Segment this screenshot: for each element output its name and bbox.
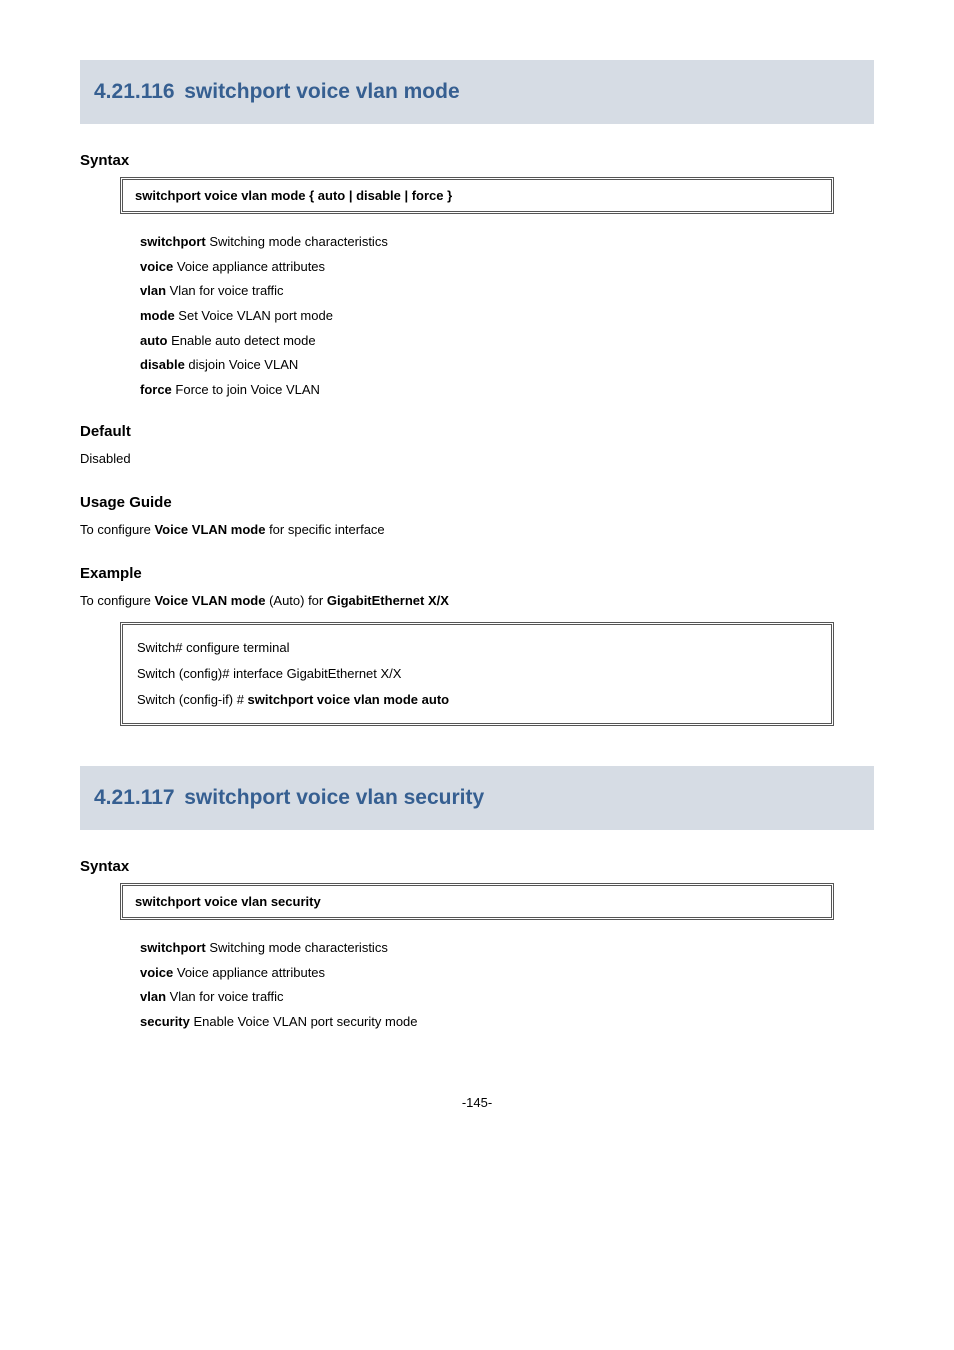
section-header: 4.21.117 switchport voice vlan security	[80, 766, 874, 830]
param-key: voice	[140, 965, 173, 980]
example-box: Switch# configure terminal Switch (confi…	[120, 622, 834, 726]
syntax-heading: Syntax	[80, 152, 874, 169]
param-row: switchport Switching mode characteristic…	[140, 230, 874, 255]
param-desc: Voice appliance attributes	[177, 259, 325, 274]
usage-text: To configure Voice VLAN mode for specifi…	[80, 519, 874, 541]
usage-bold: Voice VLAN mode	[151, 522, 269, 537]
param-key: switchport	[140, 940, 206, 955]
param-desc: disjoin Voice VLAN	[188, 357, 298, 372]
param-row: force Force to join Voice VLAN	[140, 378, 874, 403]
param-key: vlan	[140, 989, 166, 1004]
syntax-box: switchport voice vlan mode { auto | disa…	[120, 177, 834, 214]
default-block: Default Disabled	[80, 423, 874, 470]
example-line-bold: switchport voice vlan mode auto	[248, 692, 450, 707]
param-row: voice Voice appliance attributes	[140, 255, 874, 280]
param-key: mode	[140, 308, 175, 323]
param-row: switchport Switching mode characteristic…	[140, 936, 874, 961]
param-row: mode Set Voice VLAN port mode	[140, 304, 874, 329]
section-title: switchport voice vlan mode	[184, 80, 459, 103]
param-desc: Vlan for voice traffic	[170, 989, 284, 1004]
section-number: 4.21.117	[94, 786, 175, 809]
param-desc: Set Voice VLAN port mode	[178, 308, 333, 323]
param-row: vlan Vlan for voice traffic	[140, 985, 874, 1010]
example-line: Switch# configure terminal	[137, 635, 817, 661]
example-line: Switch (config-if) # switchport voice vl…	[137, 687, 817, 713]
param-key: voice	[140, 259, 173, 274]
syntax-heading: Syntax	[80, 858, 874, 875]
example-pre: To configure	[80, 593, 151, 608]
param-desc: Force to join Voice VLAN	[175, 382, 320, 397]
param-row: voice Voice appliance attributes	[140, 961, 874, 986]
default-heading: Default	[80, 423, 874, 440]
param-desc: Enable Voice VLAN port security mode	[194, 1014, 418, 1029]
param-desc: Vlan for voice traffic	[170, 283, 284, 298]
param-row: auto Enable auto detect mode	[140, 329, 874, 354]
usage-heading: Usage Guide	[80, 494, 874, 511]
example-bold2: GigabitEthernet X/X	[323, 593, 449, 608]
example-intro: To configure Voice VLAN mode (Auto) for …	[80, 590, 874, 612]
default-text: Disabled	[80, 448, 874, 470]
example-mid: (Auto) for	[269, 593, 323, 608]
param-key: disable	[140, 357, 185, 372]
example-bold: Voice VLAN mode	[151, 593, 269, 608]
param-desc: Voice appliance attributes	[177, 965, 325, 980]
example-block: Example To configure Voice VLAN mode (Au…	[80, 565, 874, 726]
usage-pre: To configure	[80, 522, 151, 537]
param-key: vlan	[140, 283, 166, 298]
syntax-box: switchport voice vlan security	[120, 883, 834, 920]
param-desc: Switching mode characteristics	[209, 234, 387, 249]
param-row: security Enable Voice VLAN port security…	[140, 1010, 874, 1035]
param-list: switchport Switching mode characteristic…	[140, 230, 874, 403]
example-line-pre: Switch (config-if) #	[137, 692, 248, 707]
example-heading: Example	[80, 565, 874, 582]
param-row: vlan Vlan for voice traffic	[140, 279, 874, 304]
usage-block: Usage Guide To configure Voice VLAN mode…	[80, 494, 874, 541]
param-key: switchport	[140, 234, 206, 249]
example-line: Switch (config)# interface GigabitEthern…	[137, 661, 817, 687]
param-list: switchport Switching mode characteristic…	[140, 936, 874, 1035]
param-desc: Enable auto detect mode	[171, 333, 316, 348]
param-key: security	[140, 1014, 190, 1029]
param-key: auto	[140, 333, 167, 348]
usage-post: for specific interface	[269, 522, 385, 537]
param-key: force	[140, 382, 172, 397]
section-title: switchport voice vlan security	[184, 786, 484, 809]
param-row: disable disjoin Voice VLAN	[140, 353, 874, 378]
param-desc: Switching mode characteristics	[209, 940, 387, 955]
section-header: 4.21.116 switchport voice vlan mode	[80, 60, 874, 124]
page-number: -145-	[80, 1095, 874, 1110]
section-number: 4.21.116	[94, 80, 175, 103]
